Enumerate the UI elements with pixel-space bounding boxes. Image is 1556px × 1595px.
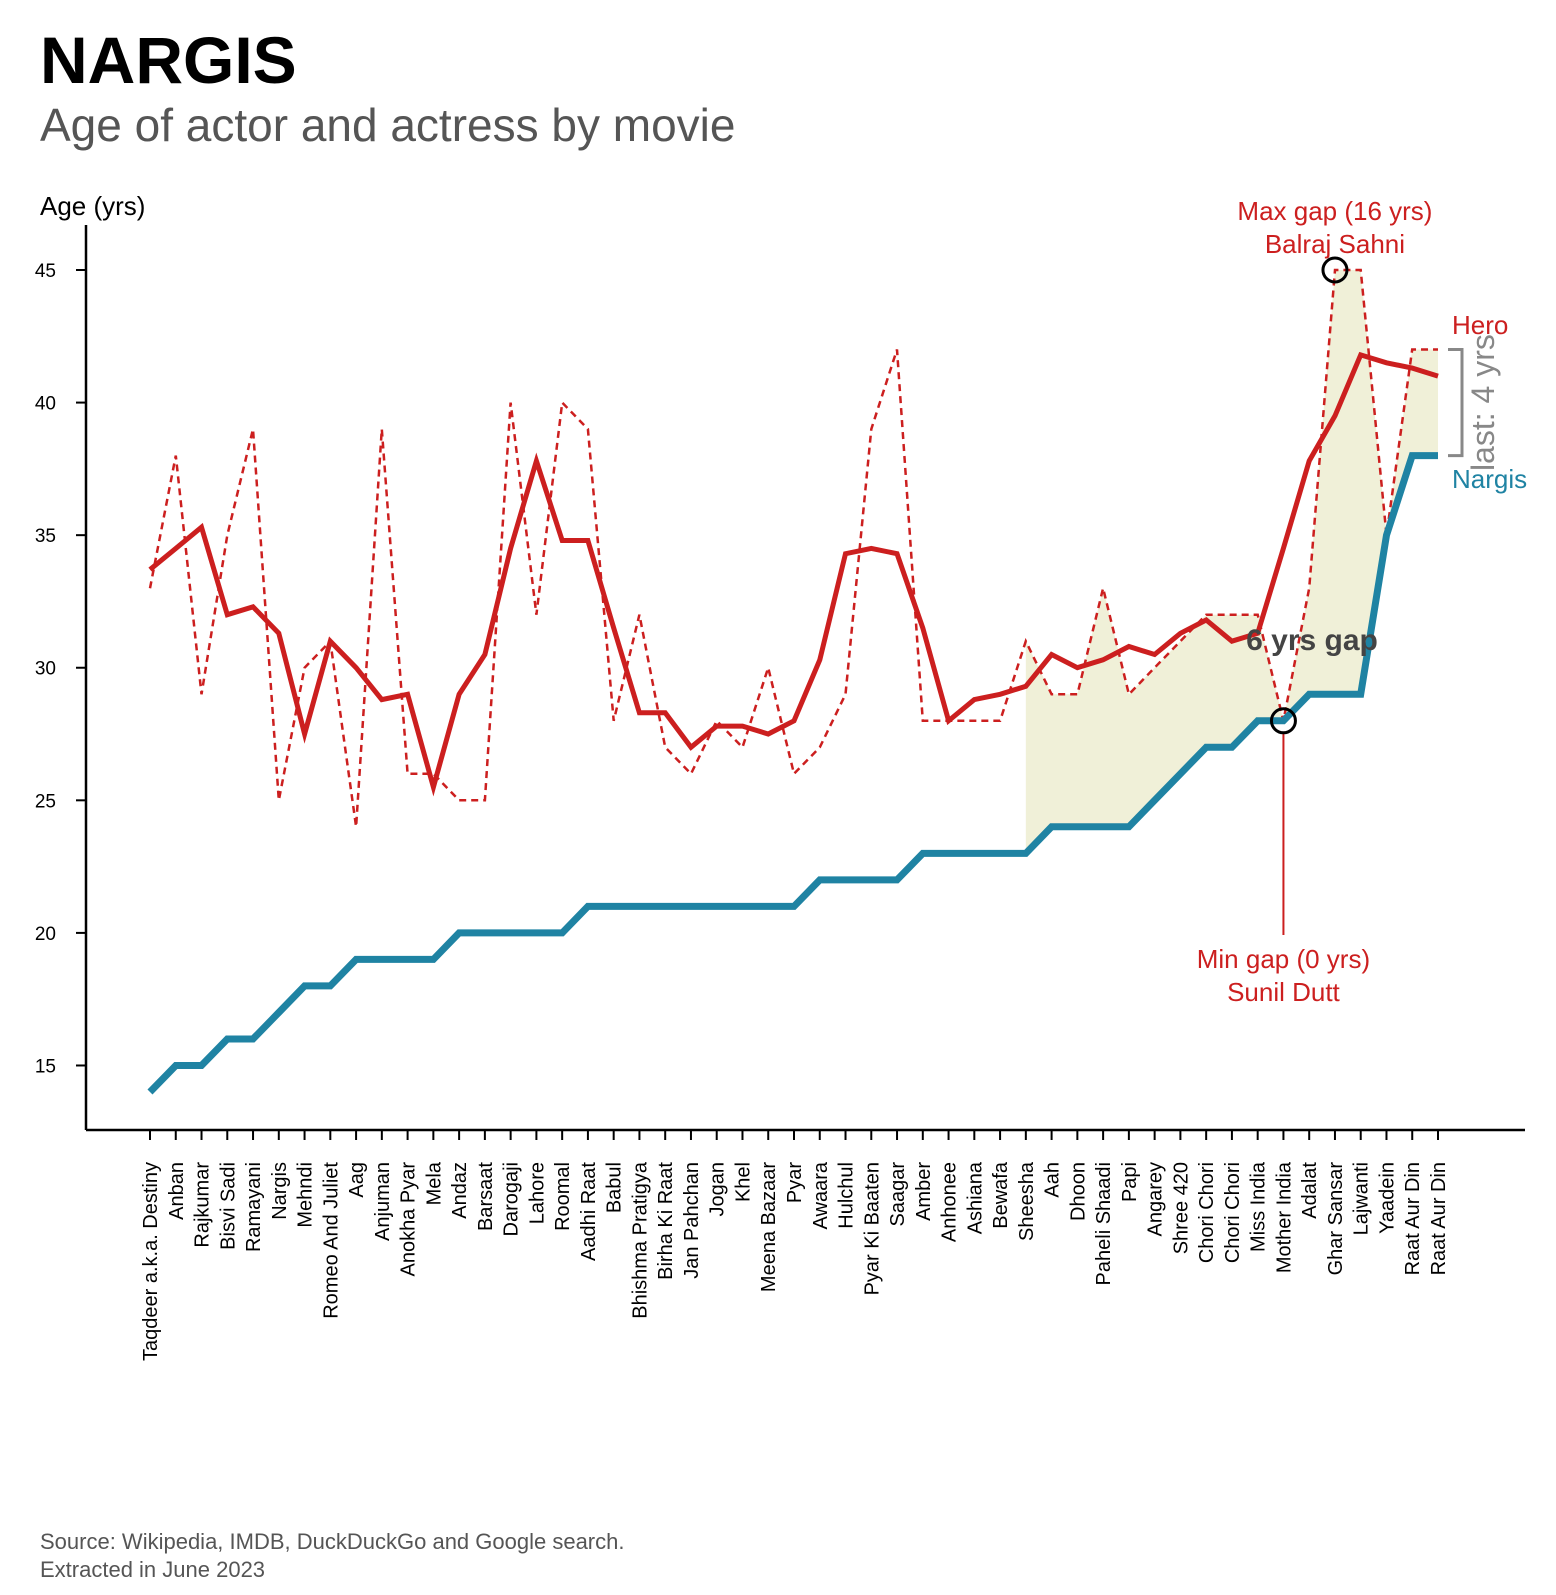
x-tick-label: Raat Aur Din <box>1402 1162 1424 1275</box>
x-tick-label: Paheli Shaadi <box>1093 1162 1115 1285</box>
x-tick-label: Barsaat <box>475 1162 497 1231</box>
x-tick-label: Adalat <box>1299 1162 1321 1219</box>
x-tick-label: Romeo And Juliet <box>320 1162 342 1319</box>
x-tick-label: Sheesha <box>1016 1161 1038 1241</box>
x-tick-label: Khel <box>732 1162 754 1202</box>
x-tick-label: Pyar <box>784 1162 806 1203</box>
x-tick-label: Chori Chori <box>1222 1162 1244 1263</box>
last-gap-label: last: 4 yrs <box>1465 334 1501 471</box>
x-tick-label: Bhishma Pratigya <box>629 1161 651 1319</box>
series <box>147 268 1439 1095</box>
x-tick-label: Babul <box>604 1162 626 1213</box>
x-tick-label: Lajwanti <box>1351 1162 1373 1235</box>
x-tick-label: Anban <box>166 1162 188 1220</box>
y-tick-label: 35 <box>35 526 56 547</box>
max-gap-marker <box>1321 256 1349 284</box>
x-tick-label: Pyar Ki Baaten <box>861 1162 883 1295</box>
x-tick-label: Raat Aur Din <box>1428 1162 1450 1275</box>
x-tick-label: Jogan <box>707 1162 729 1217</box>
x-tick-label: Hulchul <box>836 1162 858 1229</box>
x-tick-label: Lahore <box>526 1162 548 1224</box>
source-note: Source: Wikipedia, IMDB, DuckDuckGo and … <box>40 1528 624 1584</box>
x-tick-label: Roomal <box>552 1162 574 1231</box>
x-tick-label: Taqdeer a.k.a. Destiny <box>140 1162 162 1361</box>
page-title: NARGIS <box>40 23 297 97</box>
x-tick-label: Mela <box>423 1161 445 1205</box>
hero-smoothed-line <box>148 351 1439 797</box>
x-tick-label: Papi <box>1119 1162 1141 1202</box>
x-tick-label: Anokha Pyar <box>398 1162 420 1277</box>
x-tick-label: Rajkumar <box>192 1162 214 1248</box>
x-tick-label: Awaara <box>810 1161 832 1229</box>
min-gap-label: Min gap (0 yrs) <box>1197 944 1370 974</box>
y-tick-label: 20 <box>35 924 56 945</box>
x-tick-label: Jan Pahchan <box>681 1162 703 1279</box>
x-tick-label: Aag <box>346 1162 368 1198</box>
x-tick-label: Saagar <box>887 1162 909 1227</box>
min-gap-marker <box>1269 707 1297 735</box>
x-tick-label: Aadhi Raat <box>578 1162 600 1261</box>
max-gap-name: Balraj Sahni <box>1265 229 1405 259</box>
nargis-series-label: Nargis <box>1452 464 1527 494</box>
x-tick-label: Anjuman <box>372 1162 394 1241</box>
max-gap-label: Max gap (16 yrs) <box>1237 196 1432 226</box>
x-tick-label: Meena Bazaar <box>758 1162 780 1292</box>
x-tick-label: Shree 420 <box>1170 1162 1192 1254</box>
source-line-2: Extracted in June 2023 <box>40 1557 266 1582</box>
x-tick-label: Mother India <box>1273 1161 1295 1273</box>
x-tick-label: Chori Chori <box>1196 1162 1218 1263</box>
y-tick-label: 25 <box>35 791 56 812</box>
x-tick-label: Darogaji <box>501 1162 523 1236</box>
page-subtitle: Age of actor and actress by movie <box>40 99 736 151</box>
nargis-age-line <box>147 452 1438 1095</box>
min-gap-name: Sunil Dutt <box>1227 977 1340 1007</box>
x-tick-label: Andaz <box>449 1162 471 1219</box>
y-tick-label: 45 <box>35 261 56 282</box>
hero-series-label: Hero <box>1452 310 1508 340</box>
x-tick-label: Anhonee <box>939 1162 961 1242</box>
y-tick-label: 30 <box>35 659 56 680</box>
source-line-1: Source: Wikipedia, IMDB, DuckDuckGo and … <box>40 1529 625 1554</box>
x-tick-label: Ashiana <box>964 1161 986 1234</box>
mean-gap-label: 6 yrs gap <box>1246 624 1378 657</box>
x-tick-label: Nargis <box>269 1162 291 1220</box>
axes: Age (yrs) 15 20 25 30 35 40 45 Taqdeer a.k.a. De… <box>35 191 1525 1361</box>
hero-age-line <box>148 268 1438 827</box>
x-tick-label: Bewafa <box>990 1161 1012 1229</box>
y-tick-label: 15 <box>35 1056 56 1077</box>
y-tick-label: 40 <box>35 394 56 415</box>
x-tick-label: Yaadein <box>1376 1162 1398 1234</box>
x-tick-label: Angarey <box>1145 1162 1167 1237</box>
last-gap-bracket <box>1448 348 1464 458</box>
x-tick-label: Amber <box>913 1162 935 1221</box>
x-tick-label: Birha Ki Raat <box>655 1162 677 1280</box>
x-tick-label: Bisvi Sadi <box>217 1162 239 1250</box>
x-tick-label: Ghar Sansar <box>1325 1162 1347 1276</box>
x-tick-label: Mehndi <box>295 1162 317 1228</box>
x-tick-label: Ramayani <box>243 1162 265 1252</box>
x-tick-label: Dhoon <box>1067 1162 1089 1221</box>
y-axis-title: Age (yrs) <box>40 191 145 221</box>
x-tick-label: Aah <box>1042 1162 1064 1198</box>
x-tick-label: Miss India <box>1248 1161 1270 1252</box>
